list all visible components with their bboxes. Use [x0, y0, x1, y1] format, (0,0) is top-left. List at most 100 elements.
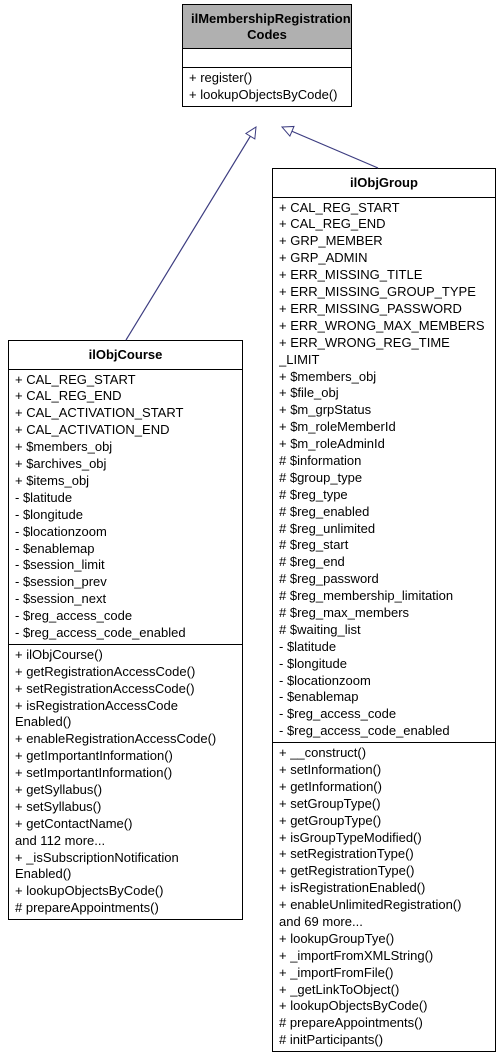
class-member: Enabled() — [15, 714, 236, 731]
class-member: + CAL_REG_END — [15, 388, 236, 405]
class-ops-section: + __construct()+ setInformation()+ getIn… — [273, 743, 495, 1051]
class-member: + $members_obj — [279, 369, 489, 386]
class-member: # prepareAppointments() — [15, 900, 236, 917]
class-member: + getImportantInformation() — [15, 748, 236, 765]
class-member: + $archives_obj — [15, 456, 236, 473]
class-member: - $enablemap — [15, 541, 236, 558]
class-title: ilObjCourse — [9, 341, 242, 370]
class-member: + setGroupType() — [279, 796, 489, 813]
class-member: # $reg_password — [279, 571, 489, 588]
class-member: + _isSubscriptionNotification — [15, 850, 236, 867]
class-member: # $reg_enabled — [279, 504, 489, 521]
class-member: + setRegistrationAccessCode() — [15, 681, 236, 698]
class-ops-section: + ilObjCourse()+ getRegistrationAccessCo… — [9, 645, 242, 919]
class-group: ilObjGroup+ CAL_REG_START+ CAL_REG_END+ … — [272, 168, 496, 1052]
class-attrs-section: + CAL_REG_START+ CAL_REG_END+ GRP_MEMBER… — [273, 198, 495, 744]
class-member: - $reg_access_code — [15, 608, 236, 625]
class-member: + ERR_WRONG_REG_TIME — [279, 335, 489, 352]
class-member: - $locationzoom — [279, 673, 489, 690]
class-member: + getInformation() — [279, 779, 489, 796]
class-member: - $session_limit — [15, 557, 236, 574]
class-member: + _importFromFile() — [279, 965, 489, 982]
class-member: + lookupObjectsByCode() — [279, 998, 489, 1015]
generalization-arrowhead — [246, 127, 256, 139]
class-ops-section: + register()+ lookupObjectsByCode() — [183, 68, 351, 106]
class-member: - $session_prev — [15, 574, 236, 591]
class-member: + ilObjCourse() — [15, 647, 236, 664]
class-member: + setImportantInformation() — [15, 765, 236, 782]
class-member: + lookupObjectsByCode() — [15, 883, 236, 900]
class-member: + _importFromXMLString() — [279, 948, 489, 965]
class-member: + CAL_ACTIVATION_START — [15, 405, 236, 422]
class-member: + setRegistrationType() — [279, 846, 489, 863]
generalization-edge — [292, 131, 378, 168]
uml-diagram: ilMembershipRegistration Codes + register… — [0, 0, 504, 1024]
class-member: - $longitude — [15, 507, 236, 524]
class-member: # $waiting_list — [279, 622, 489, 639]
class-course: ilObjCourse+ CAL_REG_START+ CAL_REG_END+… — [8, 340, 243, 920]
class-member: Enabled() — [15, 866, 236, 883]
class-member: + ERR_WRONG_MAX_MEMBERS — [279, 318, 489, 335]
class-member: + lookupObjectsByCode() — [189, 87, 345, 104]
class-member: + getGroupType() — [279, 813, 489, 830]
class-member: + isRegistrationAccessCode — [15, 698, 236, 715]
class-member: - $latitude — [279, 639, 489, 656]
class-member: # $reg_membership_limitation — [279, 588, 489, 605]
class-member: + GRP_ADMIN — [279, 250, 489, 267]
class-member: # $reg_type — [279, 487, 489, 504]
class-member: # $group_type — [279, 470, 489, 487]
class-member: + isGroupTypeModified() — [279, 830, 489, 847]
class-member: # $reg_end — [279, 554, 489, 571]
class-member: + $file_obj — [279, 385, 489, 402]
class-member: + _getLinkToObject() — [279, 982, 489, 999]
class-member: # $information — [279, 453, 489, 470]
class-member: - $reg_access_code_enabled — [279, 723, 489, 740]
class-title: ilObjGroup — [273, 169, 495, 198]
class-member: and 69 more... — [279, 914, 489, 931]
class-member: # $reg_start — [279, 537, 489, 554]
class-member: + $members_obj — [15, 439, 236, 456]
class-member: + getRegistrationAccessCode() — [15, 664, 236, 681]
class-attrs-section: + CAL_REG_START+ CAL_REG_END+ CAL_ACTIVA… — [9, 370, 242, 645]
class-member: + setSyllabus() — [15, 799, 236, 816]
class-member: + CAL_REG_START — [279, 200, 489, 217]
class-attrs-section — [183, 49, 351, 68]
class-member: + GRP_MEMBER — [279, 233, 489, 250]
class-member: + isRegistrationEnabled() — [279, 880, 489, 897]
class-title: ilMembershipRegistration Codes — [183, 5, 351, 49]
class-member: + setInformation() — [279, 762, 489, 779]
class-member: + $items_obj — [15, 473, 236, 490]
class-member: + ERR_MISSING_TITLE — [279, 267, 489, 284]
class-member: _LIMIT — [279, 352, 489, 369]
class-member: + getRegistrationType() — [279, 863, 489, 880]
class-parent: ilMembershipRegistration Codes + register… — [182, 4, 352, 107]
class-member: - $enablemap — [279, 689, 489, 706]
class-member: + CAL_REG_START — [15, 372, 236, 389]
class-member: + getSyllabus() — [15, 782, 236, 799]
class-member: + getContactName() — [15, 816, 236, 833]
class-member: + enableUnlimitedRegistration() — [279, 897, 489, 914]
class-member: + $m_roleAdminId — [279, 436, 489, 453]
class-member: + CAL_ACTIVATION_END — [15, 422, 236, 439]
class-member: - $latitude — [15, 490, 236, 507]
class-member: + register() — [189, 70, 345, 87]
class-member: - $longitude — [279, 656, 489, 673]
class-member: + ERR_MISSING_PASSWORD — [279, 301, 489, 318]
class-member: + __construct() — [279, 745, 489, 762]
generalization-arrowhead — [282, 126, 294, 136]
class-member: # initParticipants() — [279, 1032, 489, 1049]
class-member: - $locationzoom — [15, 524, 236, 541]
class-member: + ERR_MISSING_GROUP_TYPE — [279, 284, 489, 301]
class-member: + enableRegistrationAccessCode() — [15, 731, 236, 748]
class-member: + $m_roleMemberId — [279, 419, 489, 436]
class-member: - $reg_access_code — [279, 706, 489, 723]
class-member: + CAL_REG_END — [279, 216, 489, 233]
class-member: + $m_grpStatus — [279, 402, 489, 419]
class-member: - $reg_access_code_enabled — [15, 625, 236, 642]
generalization-edge — [126, 136, 250, 340]
class-member: # $reg_unlimited — [279, 521, 489, 538]
class-member: - $session_next — [15, 591, 236, 608]
class-member: # $reg_max_members — [279, 605, 489, 622]
class-member: and 112 more... — [15, 833, 236, 850]
class-member: + lookupGroupTye() — [279, 931, 489, 948]
